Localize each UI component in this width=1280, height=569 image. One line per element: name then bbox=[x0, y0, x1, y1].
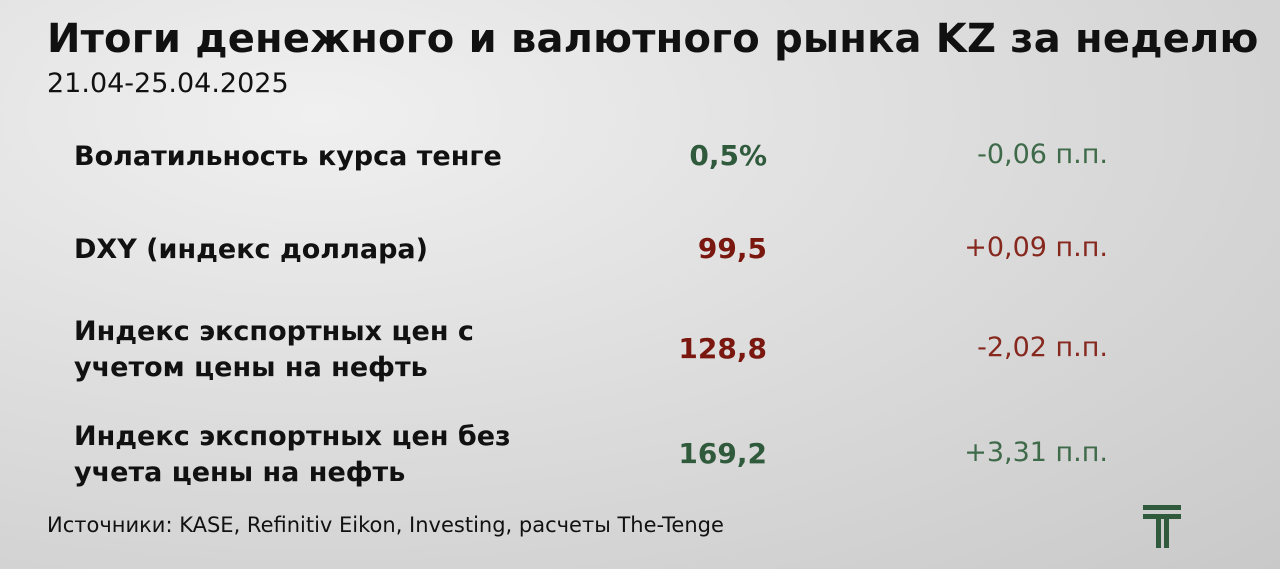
row-change: -2,02 п.п. bbox=[977, 332, 1108, 363]
row-label: Индекс экспортных цен с bbox=[74, 316, 474, 347]
row-label: DXY (индекс доллара) bbox=[74, 234, 428, 265]
row-change: +0,09 п.п. bbox=[964, 232, 1108, 263]
row-value: 0,5% bbox=[689, 139, 767, 172]
row-value: 169,2 bbox=[678, 437, 767, 470]
row-change: +3,31 п.п. bbox=[964, 437, 1108, 468]
row-label: учета цены на нефть bbox=[74, 457, 406, 488]
subtitle: 21.04-25.04.2025 bbox=[47, 68, 289, 99]
row-value: 99,5 bbox=[697, 232, 767, 265]
source-note: Источники: KASE, Refinitiv Eikon, Invest… bbox=[47, 513, 724, 537]
row-label: учетом цены на нефть bbox=[74, 352, 428, 383]
row-change: -0,06 п.п. bbox=[977, 139, 1108, 170]
row-label: Волатильность курса тенге bbox=[74, 141, 502, 172]
row-label: Индекс экспортных цен без bbox=[74, 421, 511, 452]
title: Итоги денежного и валютного рынка KZ за … bbox=[47, 16, 1259, 62]
row-value: 128,8 bbox=[678, 332, 767, 365]
logo bbox=[1143, 505, 1181, 548]
